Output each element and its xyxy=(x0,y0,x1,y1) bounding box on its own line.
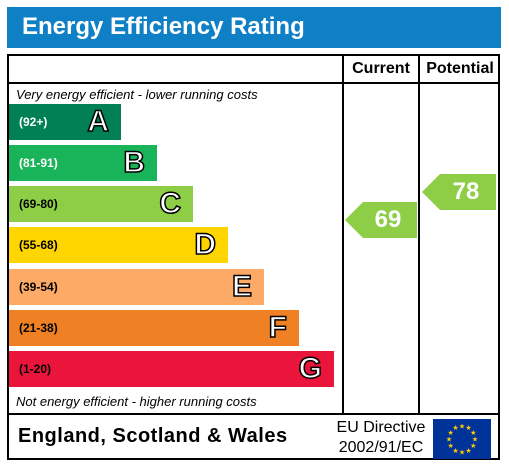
band-letter: A xyxy=(87,104,110,139)
band-b: (81-91) B xyxy=(9,145,157,181)
current-rating-value: 69 xyxy=(374,206,402,233)
band-letter: G xyxy=(298,351,323,386)
band-d: (55-68) D xyxy=(9,227,228,263)
divider-current xyxy=(342,54,344,414)
star-icon: ★ xyxy=(465,424,471,432)
band-g: (1-20) G xyxy=(9,351,334,387)
directive-line-2: 2002/91/EC xyxy=(338,439,424,456)
region-label: England, Scotland & Wales xyxy=(18,425,288,447)
header-divider xyxy=(7,82,500,84)
star-icon: ★ xyxy=(459,449,465,457)
band-e: (39-54) E xyxy=(9,269,264,305)
eu-directive: EU Directive 2002/91/EC xyxy=(330,418,432,458)
star-icon: ★ xyxy=(446,436,452,444)
column-header-current: Current xyxy=(352,60,410,77)
star-icon: ★ xyxy=(472,436,478,444)
page-title: Energy Efficiency Rating xyxy=(22,13,305,40)
top-caption: Very energy efficient - lower running co… xyxy=(16,87,258,102)
star-icon: ★ xyxy=(448,442,454,450)
potential-rating-value: 78 xyxy=(452,178,480,205)
divider-potential xyxy=(418,54,420,414)
star-icon: ★ xyxy=(470,429,476,437)
footer-divider xyxy=(7,413,500,415)
band-letter: C xyxy=(159,186,182,221)
band-a: (92+) A xyxy=(9,104,121,140)
band-range: (81-91) xyxy=(19,156,58,170)
title-bar: Energy Efficiency Rating xyxy=(7,7,501,48)
column-header-potential: Potential xyxy=(426,60,494,77)
current-rating-arrow: 69 xyxy=(345,202,417,238)
directive-line-1: EU Directive xyxy=(336,419,426,436)
band-range: (39-54) xyxy=(19,280,58,294)
band-range: (55-68) xyxy=(19,238,58,252)
star-icon: ★ xyxy=(448,429,454,437)
band-letter: D xyxy=(194,227,217,262)
potential-rating-arrow: 78 xyxy=(422,174,496,210)
band-c: (69-80) C xyxy=(9,186,193,222)
band-range: (69-80) xyxy=(19,197,58,211)
band-letter: E xyxy=(231,269,253,304)
star-icon: ★ xyxy=(452,447,458,455)
arrow-shape xyxy=(422,174,496,210)
arrow-shape xyxy=(345,202,417,238)
rating-frame xyxy=(7,54,500,460)
eu-stars: ★ ★★★★★★★★★★★ xyxy=(446,423,478,457)
star-icon: ★ xyxy=(452,424,458,432)
band-letter: F xyxy=(268,310,288,345)
band-range: (92+) xyxy=(19,115,48,129)
band-range: (1-20) xyxy=(19,362,52,376)
band-range: (21-38) xyxy=(19,321,58,335)
band-letter: B xyxy=(123,145,146,180)
star-icon: ★ xyxy=(470,442,476,450)
star-icon: ★ xyxy=(459,423,465,431)
eu-flag-icon: ★ ★ ★ ★ ★ ★ ★ ★ ★ ★ ★ ★ xyxy=(433,419,491,459)
band-f: (21-38) F xyxy=(9,310,299,346)
bottom-caption: Not energy efficient - higher running co… xyxy=(16,394,257,409)
star-icon: ★ xyxy=(465,447,471,455)
